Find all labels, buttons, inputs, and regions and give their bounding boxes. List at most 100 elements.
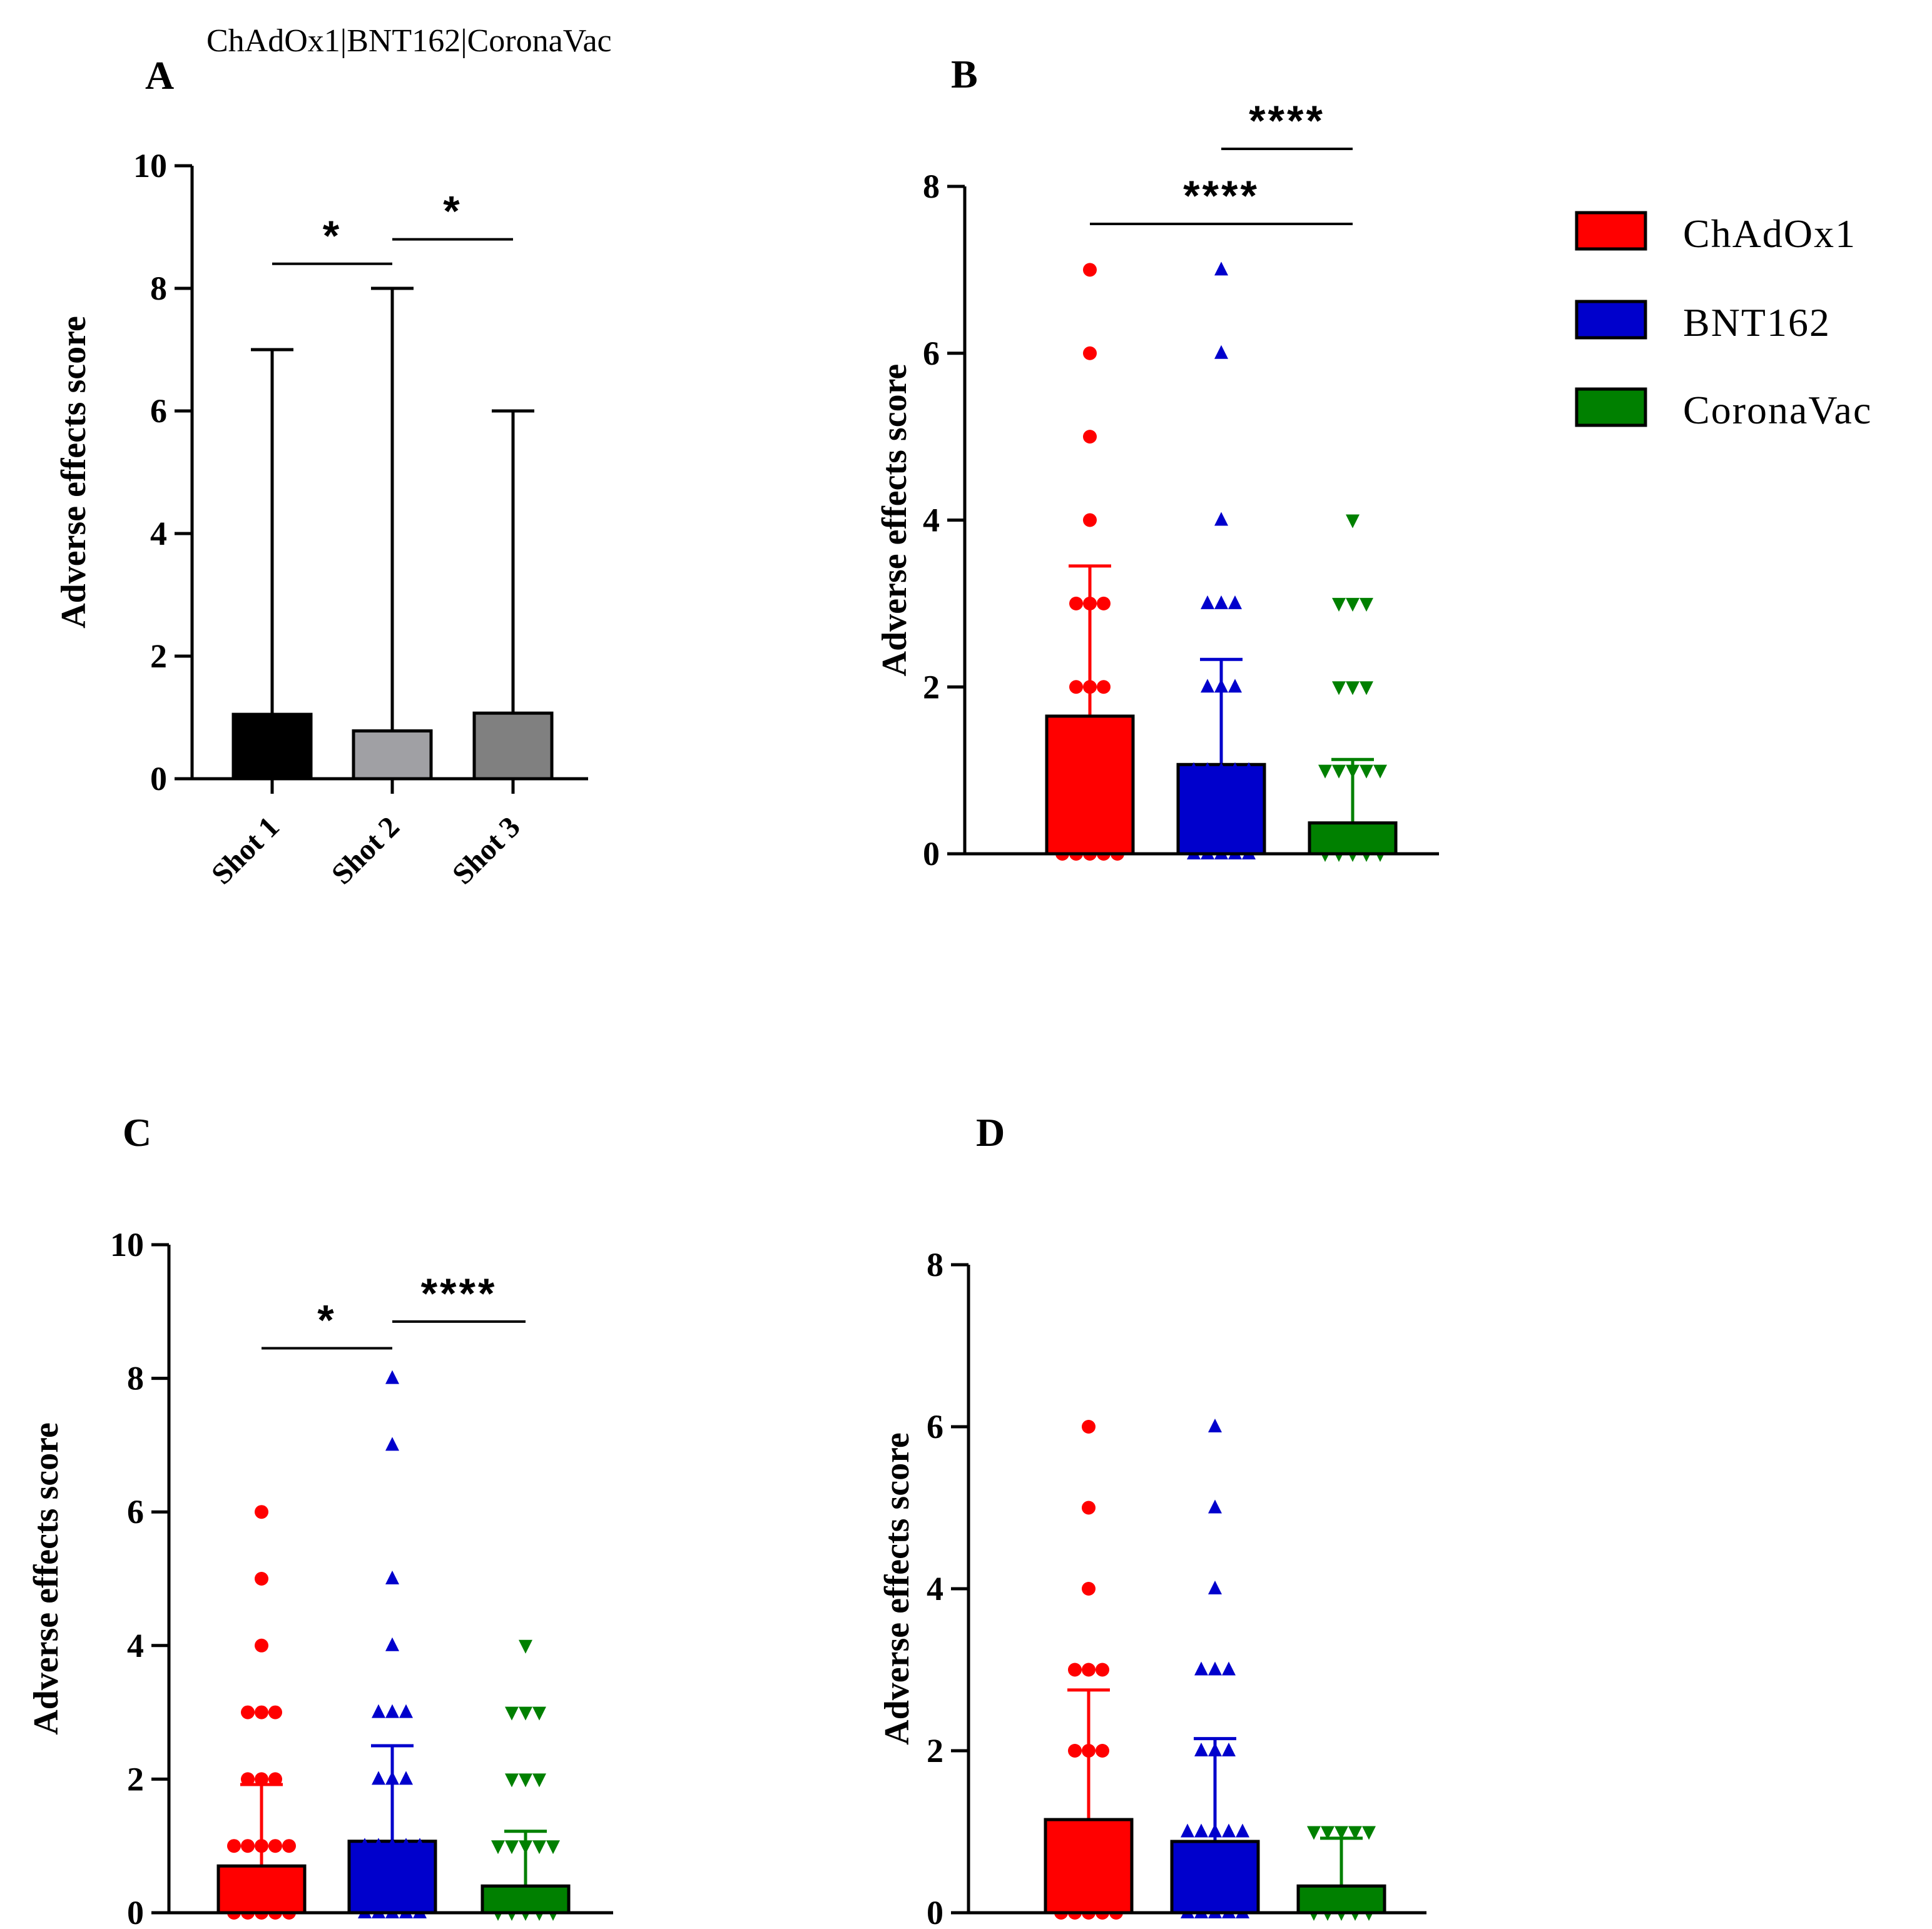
data-point-chadox1 [1082,1825,1096,1839]
data-point-coronavac [1373,764,1387,779]
y-tick-label: 2 [127,1760,144,1798]
data-point-bnt162 [399,1838,413,1852]
data-point-chadox1 [241,1772,255,1786]
data-point-coronavac [532,1773,546,1788]
data-point-bnt162 [1208,1823,1222,1838]
legend-swatch-bnt162 [1575,300,1647,340]
y-tick-label: 4 [927,1570,943,1608]
y-tick-label: 8 [127,1360,144,1397]
data-point-bnt162 [1201,679,1214,693]
data-point-bnt162 [1208,1661,1222,1676]
data-point-bnt162 [1214,679,1228,693]
data-point-chadox1 [1096,1663,1109,1677]
data-point-chadox1 [1083,680,1097,694]
y-tick-label: 6 [150,392,167,430]
data-point-coronavac [1307,1826,1321,1840]
data-point-chadox1 [1082,1582,1096,1596]
bar-shot-2 [352,729,433,781]
data-point-bnt162 [1222,1823,1236,1838]
data-point-bnt162 [385,1838,399,1852]
data-point-bnt162 [1214,595,1228,609]
panel-letter: A [145,53,174,98]
data-point-bnt162 [1208,1419,1222,1432]
y-tick-label: 8 [150,270,167,307]
data-point-bnt162 [385,1637,399,1651]
data-point-bnt162 [1222,1661,1236,1676]
data-point-coronavac [1346,681,1360,696]
data-point-bnt162 [1228,595,1242,609]
data-point-bnt162 [1208,1581,1222,1594]
y-axis-label: Adverse effects score [878,1432,917,1745]
panel-letter: B [951,52,978,96]
data-point-coronavac [1321,1826,1335,1840]
data-point-bnt162 [1228,762,1242,776]
data-point-coronavac [1360,681,1373,696]
data-point-coronavac [1332,681,1346,696]
data-point-bnt162 [1222,1743,1236,1756]
data-point-coronavac [1348,1826,1362,1840]
data-point-bnt162 [1194,1743,1208,1756]
data-point-chadox1 [1082,1501,1096,1515]
data-point-chadox1 [1083,513,1097,527]
data-point-chadox1 [1082,1663,1096,1677]
panel-d: D 0 2 4 6 8 Adverse effects score [878,1110,1426,1929]
y-tick-label: 4 [923,502,940,539]
data-point-bnt162 [1201,595,1214,609]
y-tick-label: 4 [127,1627,144,1664]
data-point-chadox1 [268,1772,282,1786]
data-point-chadox1 [255,1638,268,1653]
data-point-chadox1 [255,1839,268,1853]
data-point-bnt162 [1242,762,1256,776]
data-point-bnt162 [1194,1661,1208,1676]
data-point-bnt162 [1187,762,1201,776]
data-point-bnt162 [385,1437,399,1451]
data-point-bnt162 [385,1571,399,1584]
data-point-chadox1 [1097,680,1111,694]
legend-swatch-coronavac [1575,387,1647,427]
bar-shot-3 [472,711,554,781]
data-point-bnt162 [372,1704,385,1718]
data-point-chadox1 [1069,763,1083,777]
bar-bnt162 [347,1840,437,1915]
data-point-coronavac [1318,764,1332,779]
y-tick-label: 10 [133,147,167,185]
data-point-chadox1 [1069,596,1083,610]
x-tick-label: Shot 1 [205,810,286,891]
data-point-chadox1 [282,1839,296,1853]
data-point-coronavac [505,1773,519,1788]
data-point-chadox1 [1109,1825,1123,1839]
data-point-coronavac [1360,764,1373,779]
data-point-bnt162 [358,1838,372,1852]
data-point-bnt162 [385,1771,399,1785]
data-point-chadox1 [255,1705,268,1719]
y-axis-label: Adverse effects score [27,1422,66,1735]
data-point-bnt162 [1181,1823,1194,1838]
legend-label-bnt162: BNT162 [1683,300,1831,345]
y-tick-label: 0 [127,1894,144,1929]
data-point-coronavac [1360,597,1373,612]
panel-letter: D [976,1110,1005,1155]
y-tick-label: 0 [923,835,940,873]
y-tick-label: 0 [150,760,167,797]
data-point-chadox1 [1083,430,1097,444]
data-point-chadox1 [241,1839,255,1853]
x-tick-label: Shot 2 [325,810,406,891]
data-point-bnt162 [399,1704,413,1718]
significance-label: **** [421,1270,497,1317]
data-point-chadox1 [1096,1744,1109,1758]
data-point-bnt162 [385,1704,399,1718]
data-point-chadox1 [255,1572,268,1586]
bar-bnt162 [1176,762,1266,856]
legend-swatch-chadox1 [1575,211,1647,251]
data-point-chadox1 [1111,763,1124,777]
data-point-chadox1 [1083,763,1097,777]
y-tick-label: 2 [927,1732,943,1770]
data-point-coronavac [1346,597,1360,612]
panel-letter: C [123,1110,151,1155]
data-point-coronavac [505,1840,519,1855]
data-point-coronavac [519,1840,532,1855]
data-point-chadox1 [1083,263,1097,277]
data-point-coronavac [532,1706,546,1721]
